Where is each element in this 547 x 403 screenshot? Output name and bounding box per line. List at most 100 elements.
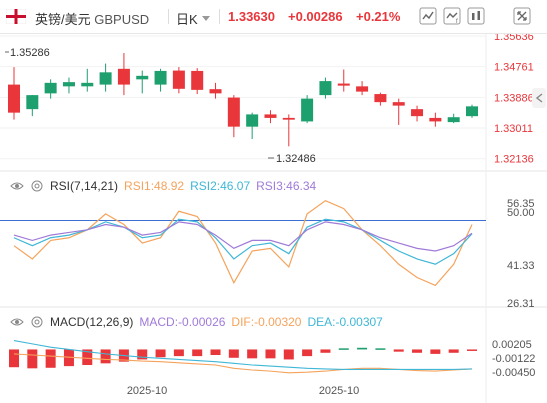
macd-bar [412,349,423,353]
divider [219,9,220,24]
rsi-series-line [13,199,473,287]
macd-series-line [13,340,473,370]
rsi-tick-label: 50.00 [507,207,535,219]
high-annotation: 1.35286 [10,47,50,59]
candle-body [44,82,57,94]
rsi1-value: RSI1:48.92 [124,179,185,193]
macd-bar [27,349,38,369]
candle-body [282,117,295,120]
macd-bar [265,349,276,359]
eye-icon[interactable] [10,315,24,329]
dea-value: DEA:-0.00307 [307,315,383,329]
macd-legend: MACD(12,26,9) MACD:-0.00026 DIF:-0.00320… [10,315,389,329]
candle-body [246,114,259,127]
settings-icon[interactable] [30,179,44,193]
candle-body [191,70,204,90]
macd-bar [247,349,258,359]
macd-bar [283,349,294,360]
candle-body [99,72,112,85]
candle-body [264,114,277,118]
line-chart-icon[interactable] [419,7,437,25]
eye-icon[interactable] [10,179,24,193]
price-tick-label: 1.33886 [494,92,534,104]
candle-body [81,82,94,87]
macd-bar [82,349,93,365]
macd-bar [45,349,56,368]
macd-bar [375,348,386,350]
settings-icon[interactable] [30,315,44,329]
rsi3-value: RSI3:46.34 [256,179,317,193]
macd-title: MACD(12,26,9) [50,315,134,329]
macd-bar [192,349,203,357]
indicator-icon[interactable]: f [443,7,461,25]
candle-body [172,70,185,89]
price-tick-label: 1.35636 [494,34,534,43]
fullscreen-icon[interactable] [513,7,531,25]
macd-bar [9,349,19,368]
rsi-tick-label: 41.33 [507,260,535,272]
quote-header: 英镑/美元 GBPUSD 日K 1.33630 +0.00286 +0.21% … [0,0,547,34]
macd-bar [430,349,441,354]
macd-bar [63,349,74,367]
chevron-down-icon [201,15,210,21]
candle-body [374,94,387,103]
price-tick-label: 1.33011 [494,123,533,135]
price-change-pct: +0.21% [356,9,401,24]
candle-body [117,68,130,85]
price-tick-label: 1.34761 [494,62,534,74]
period-selector[interactable]: 日K [176,9,210,28]
symbol-code: GBPUSD [94,12,150,27]
chevron-left-icon [535,93,542,103]
symbol-cn: 英镑/美元 [35,12,91,27]
uk-flag-icon [6,9,26,24]
candle-body [62,82,75,87]
last-price: 1.33630 [228,9,275,24]
candle-body [429,117,442,122]
macd-bar [393,349,404,352]
macd-bar [173,349,184,357]
macd-tick-label: -0.00450 [492,367,535,379]
macd-tick-label: 0.00205 [492,339,532,351]
collapse-axis-button[interactable] [532,88,546,108]
rsi-tick-label: 26.31 [507,298,535,310]
candle-body [392,102,405,106]
macd-bar [210,349,221,355]
rsi2-value: RSI2:46.07 [190,179,251,193]
rsi-series-line [13,221,473,252]
candle-body [301,98,314,122]
macd-bar [302,349,313,357]
chart-canvas[interactable]: 1.35636 1.34761 1.33886 1.33011 1.32136 1.352… [0,34,547,403]
rsi-series-line [13,218,473,265]
macd-bar [467,349,477,351]
low-annotation: 1.32486 [276,153,316,165]
macd-value: MACD:-0.00026 [139,315,226,329]
compare-icon[interactable] [467,7,485,25]
candle-body [466,106,478,117]
rsi-tick-label: 56.35 [507,198,535,210]
macd-bar [100,349,111,364]
divider [168,9,169,24]
svg-text:f: f [456,19,458,25]
candle-body [411,109,424,117]
macd-bar [228,349,239,358]
period-label: 日K [176,12,198,27]
candle-body [319,81,332,96]
macd-bar [320,349,331,353]
macd-bar [357,347,368,350]
candle-body [337,83,350,86]
price-change: +0.00286 [288,9,343,24]
date-tick-label: 2025-10 [319,385,359,397]
rsi-legend: RSI(7,14,21) RSI1:48.92 RSI2:46.07 RSI3:… [10,179,322,193]
candle-body [356,86,369,92]
symbol-name[interactable]: 英镑/美元 GBPUSD [35,9,149,28]
macd-bar [338,348,349,350]
date-tick-label: 2025-10 [127,385,167,397]
candle-body [209,89,222,94]
macd-bar [155,349,166,358]
rsi-title: RSI(7,14,21) [50,179,119,193]
macd-bar [137,349,148,360]
dif-value: DIF:-0.00320 [231,315,302,329]
macd-bar [448,349,459,353]
price-tick-label: 1.32136 [494,154,534,166]
candle-body [227,97,240,127]
